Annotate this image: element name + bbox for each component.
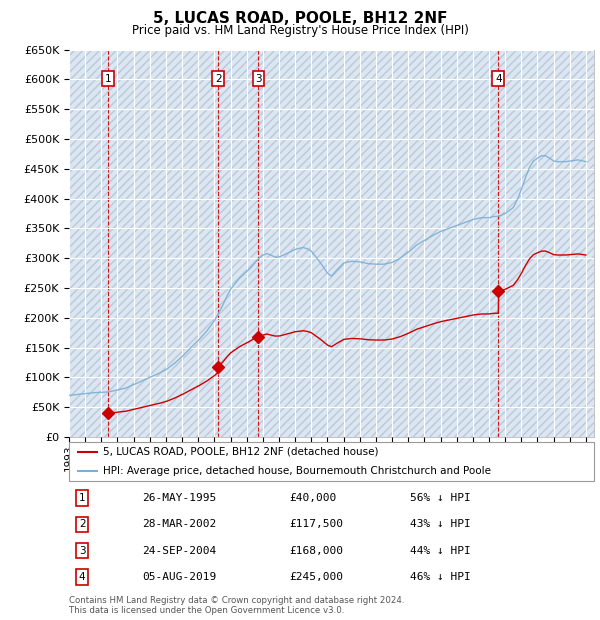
- Text: 26-MAY-1995: 26-MAY-1995: [143, 493, 217, 503]
- Text: 1: 1: [104, 74, 111, 84]
- Text: 5, LUCAS ROAD, POOLE, BH12 2NF: 5, LUCAS ROAD, POOLE, BH12 2NF: [153, 11, 447, 25]
- Text: 1: 1: [79, 493, 85, 503]
- Text: HPI: Average price, detached house, Bournemouth Christchurch and Poole: HPI: Average price, detached house, Bour…: [103, 466, 491, 476]
- Text: 24-SEP-2004: 24-SEP-2004: [143, 546, 217, 556]
- Text: This data is licensed under the Open Government Licence v3.0.: This data is licensed under the Open Gov…: [69, 606, 344, 616]
- Text: 28-MAR-2002: 28-MAR-2002: [143, 520, 217, 529]
- Text: 2: 2: [79, 520, 85, 529]
- Text: 3: 3: [255, 74, 262, 84]
- Text: 44% ↓ HPI: 44% ↓ HPI: [410, 546, 471, 556]
- Text: Contains HM Land Registry data © Crown copyright and database right 2024.: Contains HM Land Registry data © Crown c…: [69, 596, 404, 606]
- Text: £117,500: £117,500: [290, 520, 343, 529]
- Text: 56% ↓ HPI: 56% ↓ HPI: [410, 493, 471, 503]
- Text: 05-AUG-2019: 05-AUG-2019: [143, 572, 217, 582]
- Text: 43% ↓ HPI: 43% ↓ HPI: [410, 520, 471, 529]
- Text: Price paid vs. HM Land Registry's House Price Index (HPI): Price paid vs. HM Land Registry's House …: [131, 24, 469, 37]
- Text: 5, LUCAS ROAD, POOLE, BH12 2NF (detached house): 5, LUCAS ROAD, POOLE, BH12 2NF (detached…: [103, 446, 379, 457]
- Text: £245,000: £245,000: [290, 572, 343, 582]
- Text: 4: 4: [495, 74, 502, 84]
- Text: £168,000: £168,000: [290, 546, 343, 556]
- Text: 4: 4: [79, 572, 85, 582]
- Text: 3: 3: [79, 546, 85, 556]
- FancyBboxPatch shape: [69, 442, 594, 481]
- Text: 2: 2: [215, 74, 221, 84]
- Text: £40,000: £40,000: [290, 493, 337, 503]
- Text: 46% ↓ HPI: 46% ↓ HPI: [410, 572, 471, 582]
